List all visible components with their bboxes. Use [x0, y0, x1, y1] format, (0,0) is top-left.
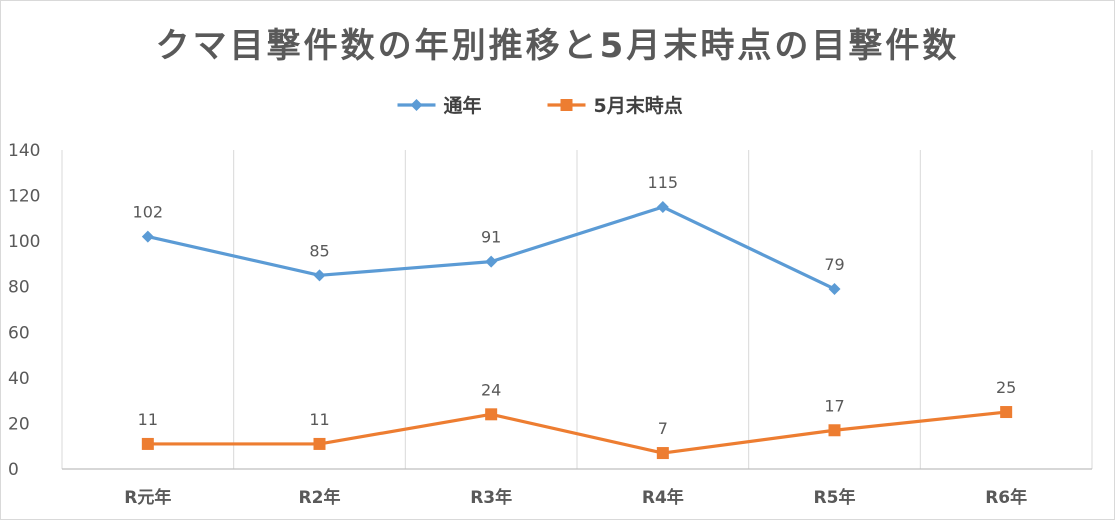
data-point-marker — [656, 200, 669, 213]
data-label: 25 — [996, 378, 1016, 397]
series-2 — [141, 406, 1013, 460]
x-tick-label: R6年 — [985, 487, 1027, 508]
data-label: 91 — [481, 228, 501, 247]
data-point-marker — [828, 282, 841, 295]
x-tick-label: R5年 — [814, 487, 856, 508]
data-point-marker — [828, 424, 841, 437]
legend: 通年 5月末時点 — [397, 94, 683, 117]
series-line — [146, 410, 1008, 455]
data-label: 24 — [481, 380, 501, 399]
data-point-marker — [141, 437, 154, 450]
legend-label: 5月末時点 — [594, 94, 683, 117]
series-1 — [141, 200, 841, 295]
data-label: 11 — [309, 410, 329, 429]
grid-lines — [61, 150, 1093, 469]
y-tick-label: 0 — [8, 460, 19, 480]
data-label: 17 — [824, 396, 844, 415]
data-point-marker — [313, 269, 326, 282]
series-layer — [141, 200, 1013, 460]
x-tick-label: R4年 — [642, 487, 684, 508]
y-tick-label: 100 — [8, 232, 40, 252]
data-point-marker — [313, 437, 326, 450]
legend-item: 5月末時点 — [547, 94, 683, 117]
data-point-marker — [656, 447, 669, 460]
x-tick-label: R元年 — [124, 487, 171, 508]
y-tick-label: 140 — [8, 141, 40, 161]
data-label: 79 — [824, 255, 844, 274]
y-tick-label: 20 — [8, 414, 30, 434]
legend-label: 通年 — [444, 94, 482, 117]
x-tick-label: R2年 — [299, 487, 341, 508]
y-tick-label: 120 — [8, 187, 40, 207]
chart-title: クマ目撃件数の年別推移と5月末時点の目撃件数 — [155, 26, 960, 66]
data-label: 115 — [648, 173, 679, 192]
data-point-marker — [485, 255, 498, 268]
x-tick-label: R3年 — [470, 487, 512, 508]
data-label: 7 — [658, 419, 668, 438]
data-label: 102 — [133, 203, 164, 222]
data-point-marker — [1000, 406, 1013, 419]
series-line — [146, 205, 837, 291]
data-point-marker — [141, 230, 154, 243]
legend-swatch-marker — [560, 99, 573, 111]
data-label: 11 — [138, 410, 158, 429]
legend-swatch-marker — [410, 99, 423, 111]
axes: 0 20 40 60 80 100 120 140 R元年 R2年 R3年 R4年 R5年 R6年 — [8, 141, 1092, 508]
data-labels: 102 85 91 115 79 11 11 24 7 17 25 — [133, 173, 1017, 438]
data-label: 85 — [309, 241, 329, 260]
y-tick-label: 60 — [8, 323, 30, 343]
y-tick-label: 80 — [8, 278, 30, 298]
legend-item: 通年 — [397, 94, 482, 117]
data-point-marker — [485, 408, 498, 421]
y-tick-label: 40 — [8, 369, 30, 389]
